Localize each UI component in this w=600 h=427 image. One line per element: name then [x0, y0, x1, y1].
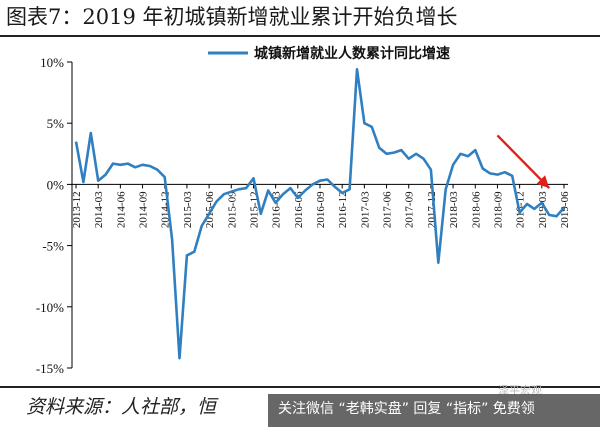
x-tick-label: 2015-09	[226, 191, 238, 228]
x-tick-label: 2014-03	[93, 191, 105, 228]
x-tick-label: 2016-12	[337, 191, 349, 228]
x-tick-label: 2017-06	[382, 191, 394, 228]
line-chart: 城镇新增就业人数累计同比增速 10% 5% 0% -5% -10% -15% 2013-1…	[36, 45, 571, 376]
title-divider	[0, 35, 600, 37]
x-tick-label: 2019-03	[537, 191, 549, 228]
x-tick-label: 2018-06	[470, 191, 482, 228]
x-tick-label: 2014-09	[138, 191, 150, 228]
x-tick-label: 2013-12	[71, 191, 83, 228]
x-axis: 2013-12 2014-03 2014-06 2014-09 2014-12 2015-…	[71, 183, 571, 228]
legend: 城镇新增就业人数累计同比增速	[208, 45, 450, 62]
x-tick-label: 2017-09	[404, 191, 416, 228]
y-axis: 10% 5% 0% -5% -10% -15%	[36, 55, 73, 376]
y-tick-label: 5%	[47, 116, 65, 131]
y-tick-label: 0%	[47, 177, 65, 192]
x-tick-label: 2014-06	[115, 191, 127, 228]
y-tick-label: -5%	[42, 239, 64, 254]
x-tick-label: 2016-06	[293, 191, 305, 228]
watermark: 泽平宏观	[498, 384, 542, 397]
legend-label: 城镇新增就业人数累计同比增速	[254, 45, 450, 62]
footer-divider	[0, 386, 600, 388]
trend-arrow	[496, 134, 551, 189]
wechat-banner: 关注微信 “老韩实盘” 回复 “指标” 免费领	[268, 394, 600, 427]
x-tick-label: 2018-03	[448, 191, 460, 228]
arrow-shaft	[496, 134, 551, 189]
y-tick-label: -10%	[36, 300, 64, 315]
y-tick-label: 10%	[40, 55, 64, 70]
series-line	[74, 68, 565, 360]
x-tick-label: 2017-03	[359, 191, 371, 228]
page-title: 图表7：2019 年初城镇新增就业累计开始负增长	[6, 5, 458, 29]
y-tick-label: -15%	[36, 361, 64, 376]
source-note: 资料来源：人社部，恒	[26, 396, 217, 418]
x-tick-label: 2018-09	[492, 191, 504, 228]
x-tick-label: 2019-06	[559, 191, 571, 228]
arrow-head	[536, 175, 550, 189]
x-tick-label: 2015-03	[182, 191, 194, 228]
x-tick-label: 2016-09	[315, 191, 327, 228]
x-tick-label: 2015-06	[204, 191, 216, 228]
